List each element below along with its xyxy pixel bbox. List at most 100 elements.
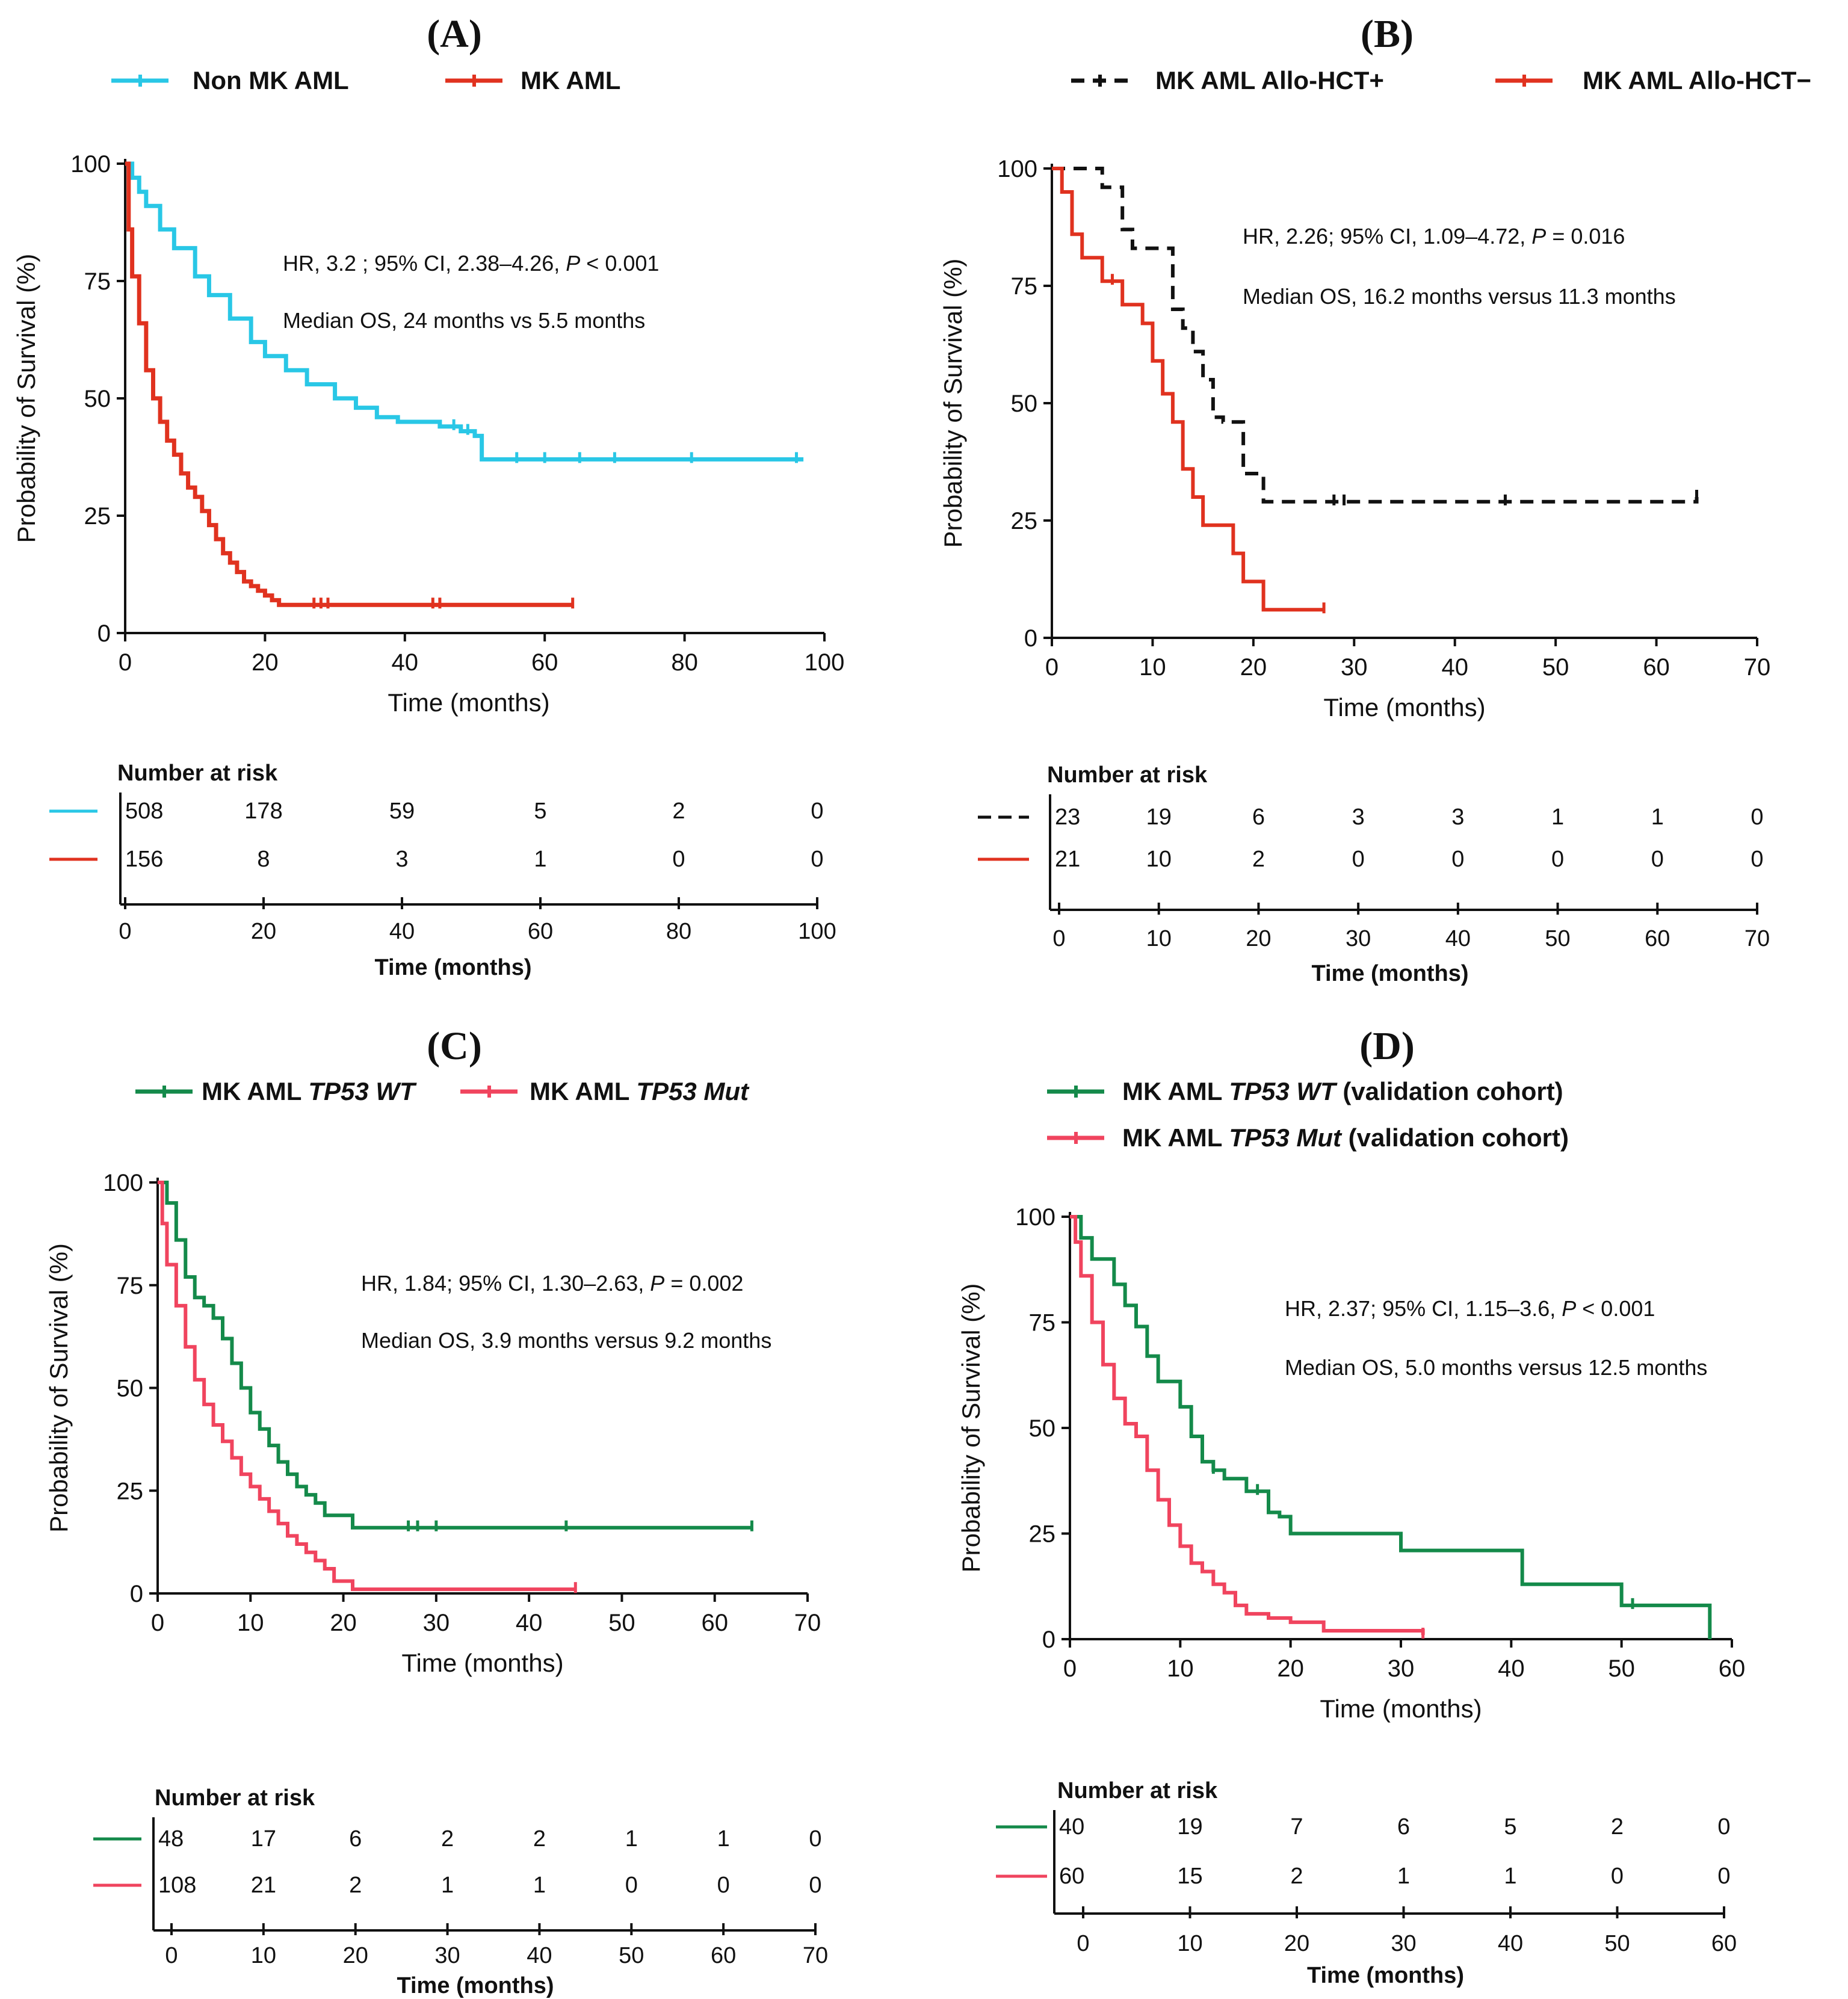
axes: 0 25 50 75 100 0 10 20 30 40 50 60 70 Time (months) Pr…: [45, 1170, 821, 1677]
y-tick-label: 25: [1029, 1521, 1056, 1548]
risk-count: 19: [1146, 805, 1172, 830]
survival-curve: [158, 1181, 752, 1530]
risk-x-tick-label: 40: [1445, 926, 1471, 951]
risk-count: 3: [395, 847, 408, 872]
survival-curve: [1070, 1215, 1712, 1639]
risk-count: 508: [125, 799, 163, 824]
risk-count: 156: [125, 847, 163, 872]
series-b: [125, 161, 575, 609]
series-a: [125, 161, 804, 463]
x-tick-label: 60: [1643, 654, 1670, 681]
risk-count: 10: [1146, 847, 1172, 872]
risk-count: 0: [1751, 805, 1763, 830]
risk-count: 1: [625, 1826, 638, 1852]
survival-curve: [1052, 167, 1324, 612]
axes: 0 25 50 75 100 0 20 40 60 80 100 Time (months) Proba…: [12, 151, 844, 717]
y-axis-title: Probability of Survival (%): [957, 1284, 985, 1573]
risk-count: 2: [349, 1873, 362, 1898]
risk-x-tick-label: 70: [1744, 926, 1770, 951]
survival-curve: [125, 161, 804, 462]
hr-annotation: HR, 2.37; 95% CI, 1.15–3.6, P < 0.001: [1285, 1296, 1655, 1321]
y-tick-label: 75: [1011, 273, 1038, 300]
risk-x-tick-label: 100: [798, 919, 836, 944]
axes: 0 25 50 75 100 0 10 20 30 40 50 60 Time (months) Prob…: [957, 1204, 1745, 1723]
risk-count: 0: [717, 1873, 730, 1898]
risk-x-tick-label: 50: [1545, 926, 1570, 951]
x-tick-label: 10: [1167, 1655, 1194, 1682]
risk-x-tick-label: 20: [1284, 1931, 1309, 1956]
x-tick-label: 40: [516, 1610, 543, 1636]
risk-x-tick-label: 30: [1391, 1931, 1416, 1956]
risk-count: 7: [1290, 1814, 1303, 1840]
panel-letter: (B): [1361, 12, 1414, 56]
median-annotation: Median OS, 24 months vs 5.5 months: [283, 308, 645, 333]
x-tick-label: 40: [392, 649, 419, 676]
risk-count: 1: [717, 1826, 730, 1852]
risk-count: 1: [1504, 1864, 1516, 1889]
risk-count: 0: [1751, 847, 1763, 872]
risk-count: 40: [1059, 1814, 1084, 1840]
x-axis-title: Time (months): [401, 1649, 563, 1677]
risk-count: 19: [1177, 1814, 1202, 1840]
risk-x-tick-label: 40: [527, 1943, 552, 1968]
risk-count: 0: [1717, 1864, 1730, 1889]
x-tick-label: 70: [1744, 654, 1771, 681]
y-tick-label: 50: [1011, 391, 1038, 417]
risk-count: 5: [534, 799, 546, 824]
risk-x-tick-label: 0: [119, 919, 131, 944]
hr-annotation: HR, 1.84; 95% CI, 1.30–2.63, P = 0.002: [361, 1271, 743, 1296]
x-tick-label: 50: [608, 1610, 635, 1636]
risk-x-tick-label: 60: [1645, 926, 1670, 951]
risk-x-tick-label: 30: [1346, 926, 1371, 951]
risk-count: 17: [251, 1826, 276, 1852]
x-tick-label: 60: [531, 649, 558, 676]
risk-count: 1: [1397, 1864, 1410, 1889]
risk-count: 178: [244, 799, 282, 824]
legend: Non MK AML MK AML: [111, 66, 620, 94]
series-b: [1070, 1215, 1425, 1639]
legend-entry: MK AML: [521, 66, 620, 94]
risk-x-tick-label: 10: [1177, 1931, 1202, 1956]
risk-count: 0: [1651, 847, 1664, 872]
risk-x-tick-label: 60: [711, 1943, 736, 1968]
series-b: [158, 1181, 577, 1593]
risk-x-tick-label: 10: [251, 1943, 276, 1968]
y-tick-label: 75: [84, 268, 111, 295]
median-annotation: Median OS, 5.0 months versus 12.5 months: [1285, 1355, 1707, 1380]
legend-entry: MK AML Allo-HCT−: [1583, 66, 1811, 94]
y-tick-label: 100: [70, 151, 111, 178]
x-tick-label: 40: [1441, 654, 1468, 681]
x-tick-label: 60: [701, 1610, 728, 1636]
risk-count: 0: [625, 1873, 638, 1898]
legend-entry: MK AML Allo-HCT+: [1155, 66, 1384, 94]
series-a: [1070, 1215, 1712, 1639]
risk-count: 60: [1059, 1864, 1084, 1889]
y-tick-label: 25: [117, 1478, 144, 1504]
y-tick-label: 0: [1024, 625, 1037, 652]
y-tick-label: 75: [117, 1273, 144, 1299]
risk-count: 2: [672, 799, 685, 824]
risk-count: 1: [1651, 805, 1664, 830]
risk-count: 15: [1177, 1864, 1202, 1889]
panel-letter: (D): [1359, 1024, 1415, 1068]
risk-count: 0: [811, 799, 823, 824]
risk-count: 59: [389, 799, 415, 824]
y-tick-label: 25: [84, 503, 111, 530]
risk-x-axis-title: Time (months): [1307, 1963, 1464, 1988]
risk-x-tick-label: 0: [1052, 926, 1065, 951]
risk-count: 0: [809, 1873, 821, 1898]
risk-x-tick-label: 20: [343, 1943, 368, 1968]
legend: MK AML TP53 WT MK AML TP53 Mut: [135, 1077, 750, 1105]
risk-x-tick-label: 60: [528, 919, 553, 944]
panel-letter: (A): [427, 12, 482, 56]
risk-count: 108: [158, 1873, 196, 1898]
y-tick-label: 0: [97, 620, 111, 647]
median-annotation: Median OS, 16.2 months versus 11.3 month…: [1243, 284, 1676, 309]
x-axis-title: Time (months): [388, 688, 549, 717]
risk-x-tick-label: 0: [1077, 1931, 1089, 1956]
legend-entry: MK AML TP53 Mut: [530, 1077, 750, 1105]
risk-count: 2: [441, 1826, 454, 1852]
risk-count: 3: [1352, 805, 1365, 830]
